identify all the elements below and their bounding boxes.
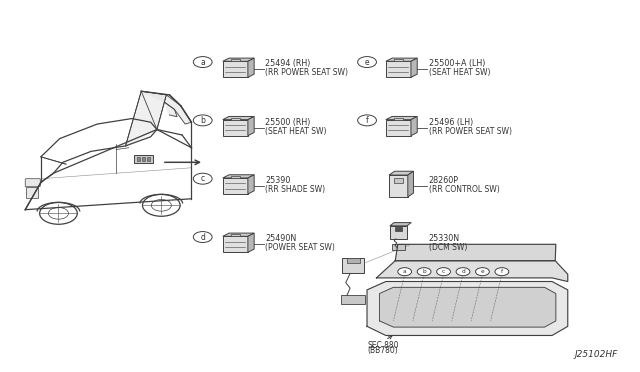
Text: (RR SHADE SW): (RR SHADE SW) xyxy=(266,185,326,194)
Bar xyxy=(392,244,405,250)
Text: SEC.880: SEC.880 xyxy=(367,341,399,350)
Circle shape xyxy=(193,173,212,184)
Polygon shape xyxy=(125,91,166,146)
Bar xyxy=(223,61,248,77)
Polygon shape xyxy=(386,116,417,120)
Circle shape xyxy=(193,57,212,68)
Polygon shape xyxy=(248,233,254,252)
Polygon shape xyxy=(376,261,568,282)
FancyBboxPatch shape xyxy=(25,179,40,187)
Circle shape xyxy=(398,268,412,276)
Polygon shape xyxy=(141,91,180,106)
Bar xyxy=(386,120,411,136)
Polygon shape xyxy=(223,175,254,178)
Bar xyxy=(231,176,240,178)
Polygon shape xyxy=(248,175,254,194)
Text: c: c xyxy=(201,174,205,183)
Text: 25500 (RH): 25500 (RH) xyxy=(266,118,311,127)
Text: (POWER SEAT SW): (POWER SEAT SW) xyxy=(266,244,335,253)
Polygon shape xyxy=(390,222,412,226)
Circle shape xyxy=(436,268,451,276)
Bar xyxy=(26,187,38,198)
Text: f: f xyxy=(501,269,503,274)
Text: (RR POWER SEAT SW): (RR POWER SEAT SW) xyxy=(266,68,348,77)
Bar xyxy=(390,226,407,239)
Circle shape xyxy=(193,231,212,243)
Bar xyxy=(231,118,240,120)
Text: a: a xyxy=(200,58,205,67)
Text: e: e xyxy=(481,269,484,274)
Polygon shape xyxy=(248,116,254,136)
Text: (DCM SW): (DCM SW) xyxy=(429,244,467,253)
Bar xyxy=(223,236,248,252)
Text: 25330N: 25330N xyxy=(429,234,460,243)
Bar xyxy=(394,59,403,61)
Bar xyxy=(231,59,240,61)
Circle shape xyxy=(456,268,470,276)
Bar xyxy=(137,157,140,161)
Polygon shape xyxy=(396,244,556,261)
Polygon shape xyxy=(223,116,254,120)
Circle shape xyxy=(417,268,431,276)
Text: (SEAT HEAT SW): (SEAT HEAT SW) xyxy=(266,127,327,136)
Polygon shape xyxy=(223,233,254,236)
Bar xyxy=(340,295,365,304)
Text: b: b xyxy=(422,269,426,274)
Bar xyxy=(347,258,360,263)
Polygon shape xyxy=(164,95,191,124)
Polygon shape xyxy=(411,116,417,136)
Text: 28260P: 28260P xyxy=(429,176,458,185)
Polygon shape xyxy=(248,58,254,77)
Polygon shape xyxy=(223,58,254,61)
Text: b: b xyxy=(200,116,205,125)
Polygon shape xyxy=(408,171,413,197)
Bar xyxy=(142,157,145,161)
Text: d: d xyxy=(461,269,465,274)
Polygon shape xyxy=(389,171,413,175)
Circle shape xyxy=(476,268,490,276)
Polygon shape xyxy=(164,102,177,117)
Bar xyxy=(394,118,403,120)
Bar xyxy=(389,175,408,197)
Text: 25500+A (LH): 25500+A (LH) xyxy=(429,60,485,68)
Text: (RR CONTROL SW): (RR CONTROL SW) xyxy=(429,185,499,194)
Bar xyxy=(223,120,248,136)
Text: c: c xyxy=(442,269,445,274)
Text: J25102HF: J25102HF xyxy=(575,350,618,359)
Text: (BB780): (BB780) xyxy=(367,346,398,355)
FancyBboxPatch shape xyxy=(134,155,152,163)
Polygon shape xyxy=(367,282,568,336)
Bar xyxy=(231,234,240,236)
Bar xyxy=(386,61,411,77)
Text: 25496 (LH): 25496 (LH) xyxy=(429,118,473,127)
Bar xyxy=(342,258,364,273)
Circle shape xyxy=(358,115,376,126)
Circle shape xyxy=(358,57,376,68)
Text: d: d xyxy=(200,232,205,241)
Polygon shape xyxy=(386,58,417,61)
Text: 25390: 25390 xyxy=(266,176,291,185)
Text: a: a xyxy=(403,269,406,274)
Bar xyxy=(395,227,402,231)
Polygon shape xyxy=(380,287,556,327)
Text: (SEAT HEAT SW): (SEAT HEAT SW) xyxy=(429,68,490,77)
Bar xyxy=(394,178,403,183)
Text: e: e xyxy=(365,58,369,67)
Bar xyxy=(147,157,150,161)
Text: (RR POWER SEAT SW): (RR POWER SEAT SW) xyxy=(429,127,511,136)
Text: f: f xyxy=(365,116,369,125)
Polygon shape xyxy=(411,58,417,77)
Circle shape xyxy=(193,115,212,126)
Circle shape xyxy=(495,268,509,276)
Text: 25494 (RH): 25494 (RH) xyxy=(266,60,311,68)
Text: 25490N: 25490N xyxy=(266,234,297,243)
Bar xyxy=(223,178,248,194)
